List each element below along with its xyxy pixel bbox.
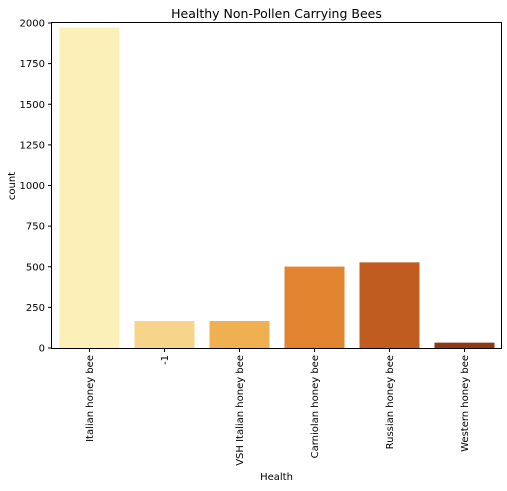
chart-title: Healthy Non-Pollen Carrying Bees xyxy=(171,6,382,21)
x-axis-ticks: Italian honey bee -1 VSH Italian honey bee… xyxy=(85,348,471,466)
y-tick-label: 250 xyxy=(26,303,45,314)
x-tick-label: Russian honey bee xyxy=(385,355,396,449)
x-tick-label: VSH Italian honey bee xyxy=(235,355,246,466)
y-tick-label: 0 xyxy=(39,344,45,355)
y-axis-label: count xyxy=(7,172,18,200)
y-tick-label: 500 xyxy=(26,262,45,273)
bar xyxy=(285,267,345,348)
y-axis-ticks: 0 250 500 750 1000 1250 1500 1750 2000 xyxy=(20,19,52,355)
y-tick-label: 2000 xyxy=(20,19,45,30)
x-tick-label: -1 xyxy=(160,355,171,365)
y-tick-label: 1250 xyxy=(20,140,45,151)
bar xyxy=(135,321,195,348)
bar xyxy=(210,321,270,348)
y-tick-label: 1000 xyxy=(20,181,45,192)
y-tick-label: 1500 xyxy=(20,100,45,111)
bar xyxy=(360,262,420,348)
bars-layer xyxy=(60,28,495,348)
bar xyxy=(60,28,120,348)
x-axis-label: Health xyxy=(260,472,293,483)
x-tick-label: Western honey bee xyxy=(460,355,471,452)
x-tick-label: Carniolan honey bee xyxy=(310,355,321,458)
x-tick-label: Italian honey bee xyxy=(85,355,96,442)
y-tick-label: 1750 xyxy=(20,59,45,70)
bar xyxy=(435,343,495,348)
y-tick-label: 750 xyxy=(26,222,45,233)
